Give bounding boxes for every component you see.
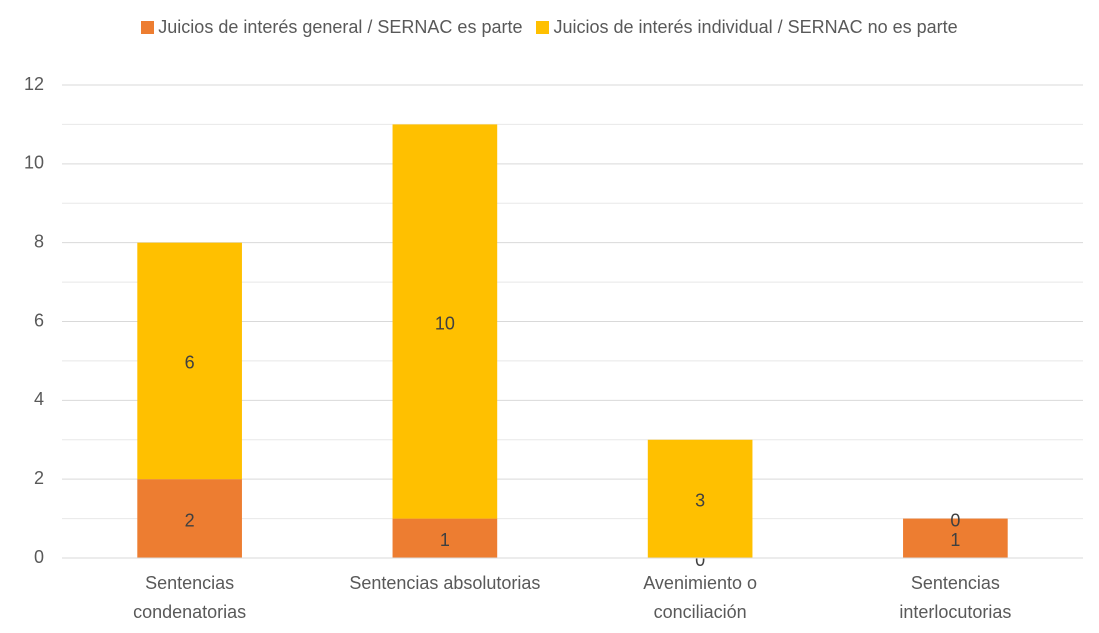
x-tick-label: Sentencias	[145, 573, 234, 593]
bar-segment	[392, 124, 498, 519]
data-label: 10	[435, 313, 455, 333]
bar-segment	[137, 242, 242, 480]
y-tick-label: 0	[34, 547, 44, 567]
x-tick-label: condenatorias	[133, 602, 246, 622]
data-label: 3	[695, 491, 705, 511]
x-tick-label: Avenimiento o	[643, 573, 757, 593]
legend-item: Juicios de interés general / SERNAC es p…	[141, 17, 522, 38]
legend: Juicios de interés general / SERNAC es p…	[0, 17, 1099, 38]
data-label: 1	[950, 530, 960, 550]
bar-segment	[392, 518, 498, 558]
x-tick-label: conciliación	[654, 602, 747, 622]
y-tick-label: 8	[34, 231, 44, 251]
y-tick-label: 6	[34, 310, 44, 330]
legend-label: Juicios de interés individual / SERNAC n…	[553, 17, 958, 37]
legend-item: Juicios de interés individual / SERNAC n…	[536, 17, 958, 38]
data-label: 2	[185, 510, 195, 530]
y-tick-label: 10	[24, 153, 44, 173]
bar-segment	[647, 439, 753, 558]
x-tick-label: Sentencias	[911, 573, 1000, 593]
y-tick-label: 2	[34, 468, 44, 488]
data-label: 0	[950, 510, 960, 530]
x-tick-label: Sentencias absolutorias	[349, 573, 540, 593]
data-label: 6	[185, 353, 195, 373]
y-tick-label: 12	[24, 74, 44, 94]
data-label: 0	[695, 550, 705, 570]
data-label: 1	[440, 530, 450, 550]
legend-label: Juicios de interés general / SERNAC es p…	[158, 17, 523, 37]
y-tick-label: 4	[34, 389, 44, 409]
legend-swatch	[141, 21, 155, 34]
x-tick-label: interlocutorias	[899, 602, 1011, 622]
bar-segment	[903, 518, 1008, 558]
legend-swatch	[536, 21, 550, 34]
bar-segment	[137, 479, 242, 558]
